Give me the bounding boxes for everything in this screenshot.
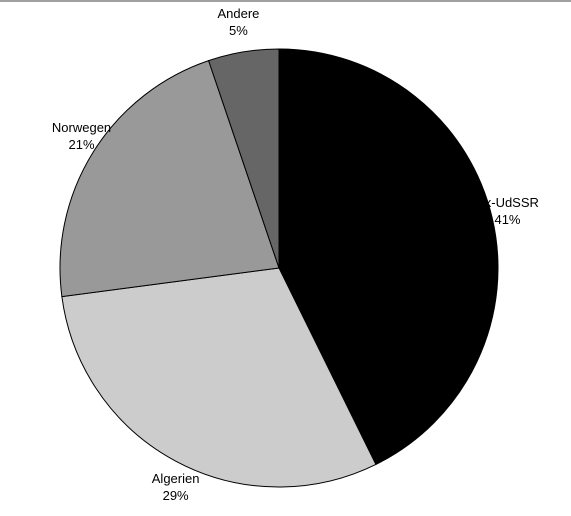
- slice-value-label: 21%: [69, 137, 95, 152]
- pie-slice: [278, 48, 499, 466]
- pie-slice: [59, 59, 280, 298]
- slice-value-label: 5%: [229, 23, 248, 38]
- pie-slice: [61, 267, 377, 488]
- pie-slice: [207, 48, 280, 269]
- slice-label: Ex-UdSSR: [476, 195, 539, 210]
- slice-label: Norwegen: [52, 120, 111, 135]
- slice-label: Algerien: [152, 471, 200, 486]
- slice-value-label: 41%: [494, 212, 520, 227]
- slice-label: Andere: [217, 6, 259, 21]
- slice-value-label: 29%: [163, 488, 189, 503]
